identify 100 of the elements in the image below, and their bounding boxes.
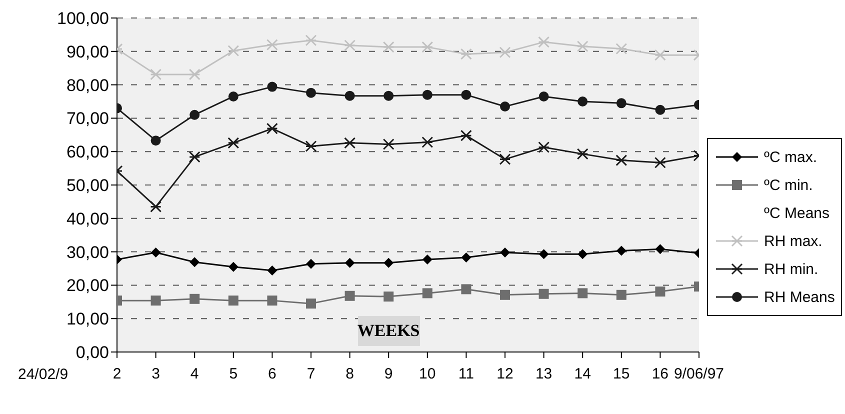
- point: [190, 294, 200, 304]
- y-tick-label: 70,00: [66, 109, 109, 128]
- point: [616, 42, 628, 54]
- x-tick-label: 10: [419, 366, 436, 383]
- point: [305, 140, 317, 152]
- point: [190, 110, 200, 120]
- point: [538, 36, 550, 48]
- point: [188, 151, 200, 163]
- point: [500, 290, 510, 300]
- point: [190, 257, 200, 268]
- point: [655, 104, 666, 115]
- point: [422, 90, 432, 100]
- point: [655, 244, 666, 254]
- point: [228, 262, 238, 272]
- point: [267, 296, 278, 306]
- y-tick-label: 30,00: [66, 242, 109, 262]
- point: [538, 249, 549, 260]
- point: [382, 138, 394, 150]
- x-tick-label: 5: [229, 366, 238, 383]
- point: [499, 154, 511, 166]
- x-tick-label: 12: [496, 366, 514, 383]
- point: [266, 38, 278, 50]
- point: [576, 148, 588, 160]
- point: [384, 292, 394, 302]
- point: [306, 298, 316, 309]
- point: [306, 258, 316, 269]
- x-tick-label: 16: [652, 366, 669, 383]
- point: [616, 246, 626, 256]
- point: [500, 102, 510, 112]
- point: [188, 68, 200, 80]
- point: [578, 249, 588, 260]
- y-tick-label: 0,00: [76, 343, 109, 362]
- x-tick-label: 6: [268, 366, 276, 383]
- point: [576, 40, 588, 52]
- point: [150, 247, 161, 258]
- x-tick-label: 15: [613, 366, 630, 383]
- point: [422, 288, 432, 298]
- y-tick-label: 10,00: [66, 310, 109, 329]
- point: [538, 91, 549, 102]
- point: [384, 258, 394, 268]
- point: [460, 130, 472, 142]
- x-tick-label: 2: [112, 366, 122, 383]
- point: [150, 136, 161, 146]
- point: [538, 142, 550, 154]
- point: [578, 288, 588, 298]
- point: [305, 34, 317, 46]
- point: [150, 296, 161, 306]
- point: [344, 90, 355, 101]
- legend-label: RH min.: [764, 260, 818, 278]
- point: [344, 137, 356, 149]
- point: [422, 136, 434, 148]
- x-tick-label: 9: [384, 366, 393, 383]
- point: [578, 96, 588, 106]
- x-axis-title: WEEKS: [357, 316, 420, 346]
- point: [461, 284, 472, 294]
- point: [384, 90, 394, 101]
- point: [228, 296, 238, 306]
- x-tick-label: 13: [535, 366, 552, 383]
- point: [344, 258, 355, 268]
- point: [228, 137, 240, 149]
- y-tick-label: 80,00: [66, 76, 109, 95]
- legend-label: RH max.: [764, 232, 822, 250]
- x-tick-label: 8: [346, 366, 354, 383]
- legend-label: ºC min.: [764, 176, 813, 194]
- point: [382, 41, 394, 53]
- point: [500, 247, 510, 258]
- y-tick-label: 60,00: [66, 142, 109, 162]
- x-tick-label: 3: [152, 366, 160, 383]
- point: [460, 48, 472, 60]
- point: [267, 266, 278, 276]
- point: [538, 288, 549, 299]
- point: [655, 286, 666, 297]
- text: 24/02/9: [18, 366, 68, 383]
- point: [344, 40, 356, 52]
- point: [461, 252, 472, 262]
- point: [499, 46, 511, 58]
- point: [616, 154, 628, 166]
- text: ºC Means: [764, 204, 830, 222]
- point: [654, 49, 666, 61]
- y-tick-label: 90,00: [66, 42, 109, 62]
- point: [461, 90, 472, 100]
- point: [422, 41, 434, 53]
- point: [616, 290, 626, 300]
- point: [654, 156, 666, 168]
- point: [150, 68, 162, 80]
- y-tick-label: 100,00: [57, 9, 109, 28]
- point: [344, 290, 355, 301]
- x-tick-label: 4: [190, 366, 199, 383]
- x-tick-label: 7: [306, 366, 316, 383]
- x-tick-label: 11: [458, 366, 474, 383]
- x-tick-label: 14: [574, 366, 591, 383]
- y-tick-label: 50,00: [66, 176, 109, 196]
- point: [306, 88, 316, 98]
- x-tick-label: 9/06/97: [674, 366, 724, 383]
- point: [266, 122, 278, 134]
- point: [422, 254, 432, 264]
- legend-label: ºC max.: [764, 148, 817, 166]
- point: [150, 200, 162, 212]
- point: [616, 98, 626, 108]
- y-tick-label: 20,00: [66, 276, 109, 296]
